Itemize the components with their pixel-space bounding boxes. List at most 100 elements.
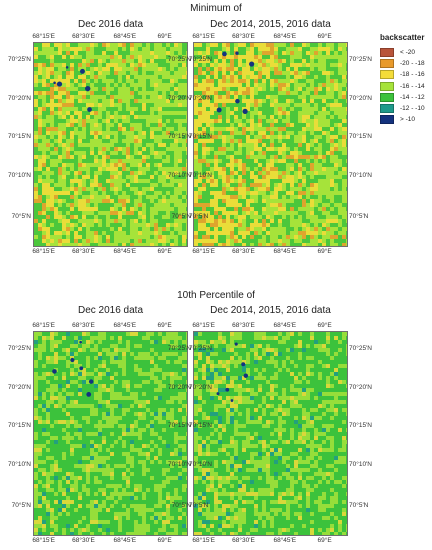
coordinate-label: 70°25'N (168, 56, 191, 64)
coordinate-label: 70°20'N (168, 94, 191, 102)
coordinate-label: 70°10'N (168, 171, 191, 179)
map-minimum-dec2016 (33, 42, 188, 247)
coordinate-label: 70°15'N (349, 422, 372, 430)
coordinate-label: 70°20'N (349, 383, 372, 391)
coordinate-label: 68°15'E (32, 33, 56, 40)
coordinate-label: 70°10'N (349, 460, 372, 468)
coordinate-label: 69°E (157, 33, 172, 40)
coordinate-label: 68°30'E (232, 322, 255, 329)
bottom-section-title: 10th Percentile of (177, 290, 255, 301)
legend-label: -16 - -14 (400, 82, 425, 90)
legend-swatch (380, 81, 394, 91)
coordinate-label: 70°25'N (189, 56, 212, 64)
coordinate-label: 70°25'N (189, 345, 212, 353)
legend-label: < -20 (400, 49, 415, 57)
coordinate-label: 70°20'N (8, 94, 31, 102)
legend-item: < -20 (380, 47, 432, 58)
coordinate-label: 70°10'N (8, 460, 31, 468)
coordinate-label: 68°30'E (232, 248, 255, 255)
coordinate-label: 68°30'E (72, 248, 95, 255)
legend-label: > -10 (400, 116, 415, 124)
coordinate-label: 70°20'N (189, 94, 212, 102)
bottom-left-map-title: Dec 2016 data (77, 305, 144, 316)
coordinate-label: 70°10'N (189, 460, 212, 468)
legend-swatch (380, 70, 394, 80)
coordinate-label: 69°E (317, 33, 332, 40)
map-raster (34, 43, 187, 246)
coordinate-label: 70°25'N (349, 56, 372, 64)
coordinate-label: 70°5'N (349, 501, 369, 509)
coordinate-label: 70°5'N (171, 212, 191, 220)
map-p10-dec2014-2016 (193, 331, 348, 536)
legend-label: -18 - -16 (400, 71, 425, 79)
coordinate-label: 70°15'N (168, 133, 191, 141)
coordinate-label: 68°15'E (32, 537, 56, 544)
coordinate-label: 70°5'N (11, 212, 31, 220)
map-p10-dec2016 (33, 331, 188, 536)
coordinate-label: 70°10'N (8, 171, 31, 179)
coordinate-label: 68°30'E (232, 33, 255, 40)
legend-swatch (380, 92, 394, 102)
legend-swatch (380, 59, 394, 69)
coordinate-label: 68°30'E (72, 33, 95, 40)
coordinate-label: 70°20'N (8, 383, 31, 391)
coordinate-label: 70°20'N (168, 383, 191, 391)
coordinate-label: 70°5'N (189, 212, 209, 220)
coordinate-label: 70°25'N (349, 345, 372, 353)
coordinate-label: 68°45'E (113, 248, 137, 255)
legend-item: -12 - -10 (380, 103, 432, 114)
coordinate-label: 70°10'N (189, 171, 212, 179)
legend-title: backscatter (380, 33, 425, 42)
coordinate-label: 68°15'E (192, 33, 216, 40)
coordinate-label: 70°20'N (349, 94, 372, 102)
coordinate-label: 70°5'N (349, 212, 369, 220)
coordinate-label: 70°25'N (8, 56, 31, 64)
coordinate-label: 70°25'N (8, 345, 31, 353)
coordinate-label: 68°15'E (192, 537, 216, 544)
coordinate-label: 70°15'N (8, 133, 31, 141)
coordinate-label: 68°45'E (273, 537, 297, 544)
coordinate-label: 70°5'N (189, 501, 209, 509)
legend-swatch (380, 48, 394, 58)
coordinate-label: 69°E (157, 537, 172, 544)
coordinate-label: 68°45'E (113, 322, 137, 329)
coordinate-label: 68°15'E (192, 248, 216, 255)
legend-item: -18 - -16 (380, 69, 432, 80)
coordinate-label: 68°15'E (32, 248, 56, 255)
coordinate-label: 68°45'E (113, 537, 137, 544)
map-raster (34, 332, 187, 535)
legend-item: > -10 (380, 114, 432, 125)
coordinate-label: 68°45'E (273, 248, 297, 255)
coordinate-label: 70°5'N (11, 501, 31, 509)
map-raster (194, 43, 347, 246)
map-minimum-dec2014-2016 (193, 42, 348, 247)
coordinate-label: 70°15'N (349, 133, 372, 141)
map-raster (194, 332, 347, 535)
legend: backscatter < -20 -20 - -18 -18 - -16 -16 -… (380, 33, 432, 125)
top-right-map-title: Dec 2014, 2015, 2016 data (210, 19, 331, 30)
legend-swatch (380, 104, 394, 114)
legend-swatch (380, 115, 394, 125)
legend-label: -20 - -18 (400, 60, 425, 68)
coordinate-label: 68°30'E (232, 537, 255, 544)
top-section-title: Minimum of (190, 3, 242, 14)
coordinate-label: 68°30'E (72, 322, 95, 329)
coordinate-label: 70°10'N (168, 460, 191, 468)
bottom-right-map-title: Dec 2014, 2015, 2016 data (210, 305, 331, 316)
coordinate-label: 69°E (157, 322, 172, 329)
coordinate-label: 69°E (317, 322, 332, 329)
coordinate-label: 70°25'N (168, 345, 191, 353)
coordinate-label: 70°5'N (171, 501, 191, 509)
legend-label: -14 - -12 (400, 93, 425, 101)
coordinate-label: 70°15'N (189, 422, 212, 430)
coordinate-label: 70°15'N (8, 422, 31, 430)
coordinate-label: 70°15'N (168, 422, 191, 430)
coordinate-label: 68°15'E (192, 322, 216, 329)
top-left-map-title: Dec 2016 data (77, 19, 144, 30)
coordinate-label: 70°10'N (349, 171, 372, 179)
coordinate-label: 70°20'N (189, 383, 212, 391)
coordinate-label: 69°E (317, 248, 332, 255)
coordinate-label: 68°30'E (72, 537, 95, 544)
coordinate-label: 68°45'E (273, 322, 297, 329)
coordinate-label: 68°45'E (113, 33, 137, 40)
